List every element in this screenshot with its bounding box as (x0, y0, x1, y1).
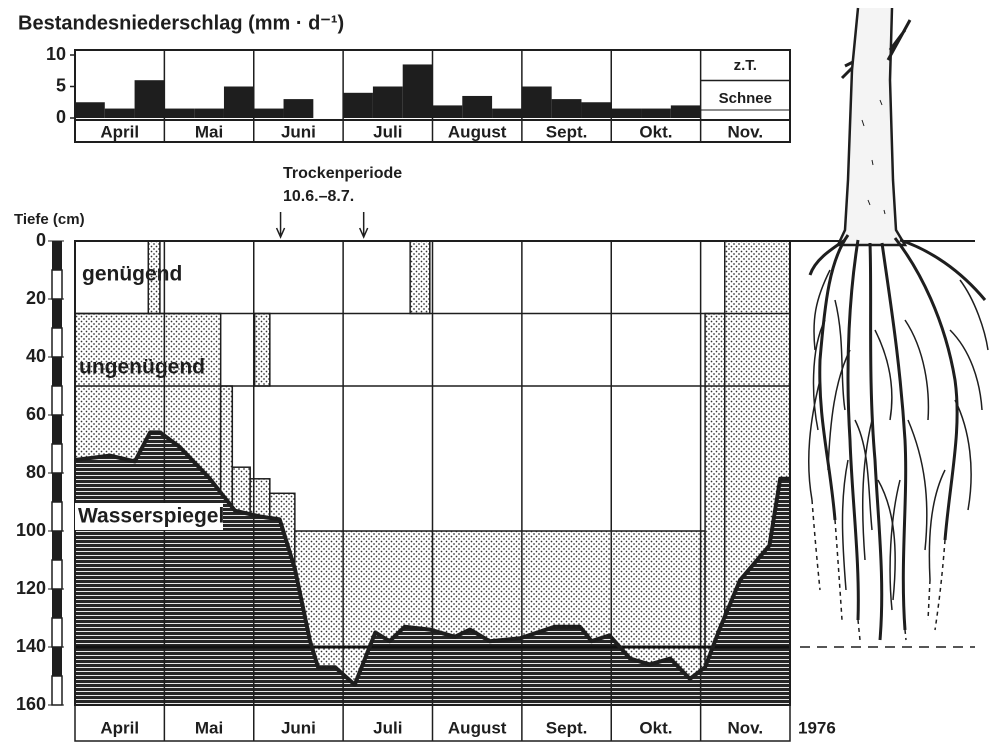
ruler-segment (52, 241, 62, 270)
ruler-segment (52, 444, 62, 473)
bar (164, 109, 194, 118)
y-tick-label: 140 (16, 636, 46, 656)
bar (194, 109, 224, 118)
y-tick-label: 100 (16, 520, 46, 540)
ruler-segment (52, 415, 62, 444)
ruler-segment (52, 676, 62, 705)
bar (671, 105, 701, 118)
ruler-segment (52, 473, 62, 502)
x-tick-label: Juli (373, 122, 402, 141)
ruler-segment (52, 328, 62, 357)
x-tick-label: August (448, 122, 507, 141)
annotation: z.T. (734, 57, 757, 74)
annotation: 10.6.–8.7. (283, 188, 354, 205)
ruler-segment (52, 589, 62, 618)
y-tick-label: 120 (16, 578, 46, 598)
zone-label: ungenügend (79, 356, 205, 379)
y-tick-label: 0 (36, 230, 46, 250)
bar (581, 102, 611, 118)
y-tick-label: 5 (56, 75, 66, 95)
ruler-segment (52, 270, 62, 299)
dry-patch (255, 314, 270, 387)
year-label: 1976 (798, 718, 836, 737)
y-tick-label: 160 (16, 694, 46, 714)
x-tick-label: April (100, 718, 139, 737)
x-tick-label: Okt. (639, 122, 672, 141)
bar (641, 109, 671, 118)
annotation: Trockenperiode (283, 165, 402, 182)
ruler-segment (52, 531, 62, 560)
ruler-segment (52, 357, 62, 386)
bar (433, 105, 463, 118)
ruler-segment (52, 299, 62, 328)
bar (462, 96, 492, 118)
x-tick-label: Sept. (546, 122, 588, 141)
bar (105, 109, 135, 118)
y-tick-label: 0 (56, 107, 66, 127)
arrow (360, 212, 368, 237)
ruler-segment (52, 386, 62, 415)
y-tick-label: 40 (26, 346, 46, 366)
y-tick-label: 20 (26, 288, 46, 308)
y-tick-label: 80 (26, 462, 46, 482)
bar (224, 87, 254, 119)
series-label: Wasserspiegel (78, 505, 224, 528)
bar (403, 64, 433, 118)
bar (492, 109, 522, 118)
x-tick-label: Juli (373, 718, 402, 737)
bar (254, 109, 284, 118)
ruler-segment (52, 560, 62, 589)
zone-label: genügend (82, 263, 182, 286)
bar (75, 102, 105, 118)
x-tick-label: Sept. (546, 718, 588, 737)
x-tick-label: Okt. (639, 718, 672, 737)
x-tick-label: April (100, 122, 139, 141)
x-tick-label: Juni (281, 718, 316, 737)
arrow (277, 212, 285, 237)
bar (135, 80, 165, 118)
x-tick-label: August (448, 718, 507, 737)
ruler-segment (52, 618, 62, 647)
x-tick-label: Juni (281, 122, 316, 141)
tree-illustration (809, 8, 988, 640)
x-tick-label: Nov. (728, 122, 764, 141)
ruler-segment (52, 647, 62, 676)
bar (611, 109, 641, 118)
bar (343, 93, 373, 118)
annotation: Schnee (719, 90, 772, 107)
x-tick-label: Mai (195, 122, 223, 141)
bar (284, 99, 314, 118)
y-tick-label: 10 (46, 44, 66, 64)
top-title: Bestandesniederschlag (mm · d⁻¹) (18, 12, 344, 34)
x-tick-label: Mai (195, 718, 223, 737)
bar (373, 87, 403, 119)
dry-patch (410, 241, 430, 314)
y-tick-label: 60 (26, 404, 46, 424)
ruler-segment (52, 502, 62, 531)
figure: Bestandesniederschlag (mm · d⁻¹) Tiefe (… (0, 0, 989, 743)
y-axis-label: Tiefe (cm) (14, 211, 85, 228)
bar (522, 87, 552, 119)
x-tick-label: Nov. (728, 718, 764, 737)
bar (552, 99, 582, 118)
